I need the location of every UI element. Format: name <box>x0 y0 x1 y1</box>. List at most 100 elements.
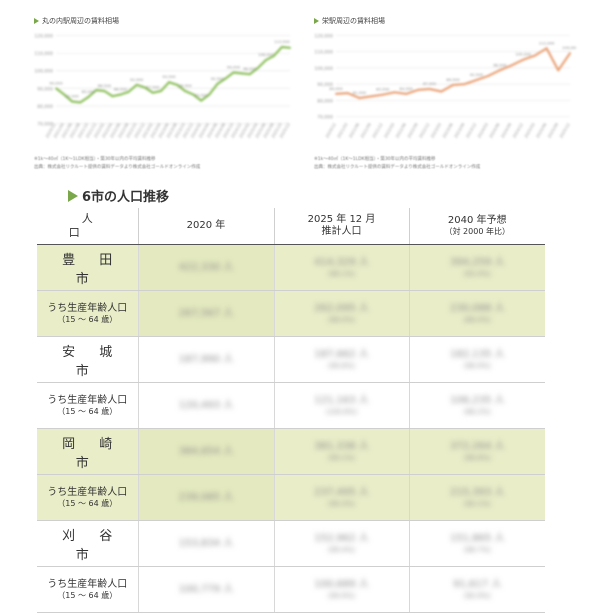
value-2025: 262,095 人（98.0%） <box>274 290 410 337</box>
row-label: うち生産年齢人口 （15 ～ 64 歳） <box>37 474 139 521</box>
triangle-bullet-icon <box>314 18 319 24</box>
data-point <box>176 83 179 86</box>
value-2020: 153,834 人 <box>138 520 275 567</box>
data-point <box>248 73 251 76</box>
row-label: 豊 田 市 <box>37 244 139 291</box>
table-row: 刈 谷 市 153,834 人 152,962 人（99.4%） 151,865 人（… <box>37 520 545 567</box>
row-label: うち生産年齢人口 （15 ～ 64 歳） <box>37 382 139 429</box>
value-2040: 372,264 人（96.8%） <box>409 428 545 475</box>
y-tick-label: 70,000 <box>37 122 53 128</box>
value-2025: 414,329 人（98.1%） <box>274 244 410 291</box>
y-tick-label: 110,000 <box>314 50 333 56</box>
data-label: 98,500 <box>493 62 507 67</box>
y-tick-label: 80,000 <box>317 98 333 104</box>
data-point <box>405 92 408 95</box>
data-point <box>103 89 106 92</box>
data-label: 109,000 <box>562 45 576 50</box>
header-2025: 2025 年 12 月推計人口 <box>274 208 410 245</box>
data-point <box>55 87 57 90</box>
data-point <box>533 54 536 57</box>
data-point <box>232 71 235 74</box>
section-title: 6市の人口推移 <box>68 186 169 205</box>
data-point <box>264 59 267 62</box>
data-point <box>87 96 90 99</box>
data-point <box>184 89 187 92</box>
data-point <box>280 45 283 48</box>
header-2020: 2020 年 <box>138 208 275 245</box>
data-point <box>216 82 219 85</box>
value-2040: 230,088 人（86.0%） <box>409 290 545 337</box>
data-point <box>79 101 82 104</box>
data-label: 106,000 <box>258 52 274 57</box>
data-label: 88,500 <box>98 83 112 88</box>
value-2040: 106,235 人（88.2%） <box>409 382 545 429</box>
data-point <box>159 89 162 92</box>
data-label: 99,000 <box>227 64 241 69</box>
value-2020: 384,654 人 <box>138 428 275 475</box>
data-point <box>440 90 443 93</box>
value-2025: 381,338 人（99.1%） <box>274 428 410 475</box>
table-row: 岡 崎 市 384,654 人 381,338 人（99.1%） 372,264 人（… <box>37 428 545 475</box>
x-tick-label: 2025/12 <box>558 122 571 139</box>
data-point <box>545 47 548 50</box>
data-point <box>192 93 195 96</box>
data-point <box>256 67 259 70</box>
data-point <box>498 69 501 72</box>
data-point <box>346 92 349 95</box>
data-point <box>393 91 396 94</box>
table-row: 豊 田 市 422,330 人 414,329 人（98.1%） 394,259 人（… <box>37 244 545 291</box>
data-label: 98,000 <box>243 66 257 71</box>
data-point <box>487 75 490 77</box>
data-point <box>151 91 154 94</box>
triangle-bullet-icon <box>68 190 78 202</box>
data-point <box>289 46 291 49</box>
data-point <box>224 77 227 80</box>
data-label: 88,500 <box>178 83 192 88</box>
data-point <box>463 83 466 86</box>
row-label: 刈 谷 市 <box>37 520 139 567</box>
value-2025: 152,962 人（99.4%） <box>274 520 410 567</box>
data-label: 87,000 <box>423 81 437 86</box>
marunouchi-rent-chart: 丸の内駅周辺の賃料相場 120,000 110,000 100,000 90,000 8… <box>28 10 296 175</box>
data-label: 84,000 <box>400 86 414 91</box>
sakae-rent-chart: 栄駅周辺の賃料相場 120,000 110,000 100,000 90,000 80,… <box>308 10 576 175</box>
chart-title: 栄駅周辺の賃料相場 <box>314 16 385 26</box>
data-point <box>71 100 74 103</box>
y-tick-label: 100,000 <box>314 66 333 72</box>
data-point <box>335 92 337 95</box>
data-point <box>272 54 275 57</box>
value-2020: 422,330 人 <box>138 244 275 291</box>
data-point <box>358 97 361 99</box>
chart-source: 出典：株式会社リクルート提供の賃料データより株式会社ゴールドオンライン作成 <box>314 165 481 170</box>
value-2025: 100,689 人（99.9%） <box>274 566 410 613</box>
y-tick-label: 90,000 <box>37 86 53 92</box>
data-label: 105,000 <box>515 52 531 57</box>
value-2025: 187,662 人（99.8%） <box>274 336 410 383</box>
data-point <box>510 64 513 67</box>
data-point <box>167 81 170 84</box>
data-label: 92,500 <box>470 72 484 77</box>
triangle-bullet-icon <box>34 18 39 24</box>
value-2040: 151,865 人（98.7%） <box>409 520 545 567</box>
population-table: 人 口 2020 年 2025 年 12 月推計人口 2040 年予想 （対 20… <box>37 208 545 613</box>
value-2020: 120,493 人 <box>138 382 275 429</box>
table-row: うち生産年齢人口 （15 ～ 64 歳） 100,779 人 100,689 人（99… <box>37 566 545 613</box>
table-row: うち生産年齢人口 （15 ～ 64 歳） 239,085 人 237,495 人（99… <box>37 474 545 521</box>
y-tick-label: 120,000 <box>34 34 53 40</box>
data-point <box>522 58 525 61</box>
data-point <box>208 93 211 96</box>
table-header-row: 人 口 2020 年 2025 年 12 月推計人口 2040 年予想 （対 20… <box>37 208 545 245</box>
data-label: 87,500 <box>146 85 160 90</box>
value-2020: 187,990 人 <box>138 336 275 383</box>
y-tick-label: 90,000 <box>317 82 333 88</box>
data-point <box>569 52 571 55</box>
data-label: 81,500 <box>353 90 367 95</box>
data-point <box>200 99 203 102</box>
table-row: うち生産年齢人口 （15 ～ 64 歳） 120,493 人 121,163 人（10… <box>37 382 545 429</box>
data-point <box>95 89 98 92</box>
value-2040: 215,393 人（90.1%） <box>409 474 545 521</box>
data-label: 82,500 <box>65 94 79 99</box>
data-point <box>381 93 384 96</box>
data-point <box>428 88 431 91</box>
value-2025: 121,163 人（100.6%） <box>274 382 410 429</box>
